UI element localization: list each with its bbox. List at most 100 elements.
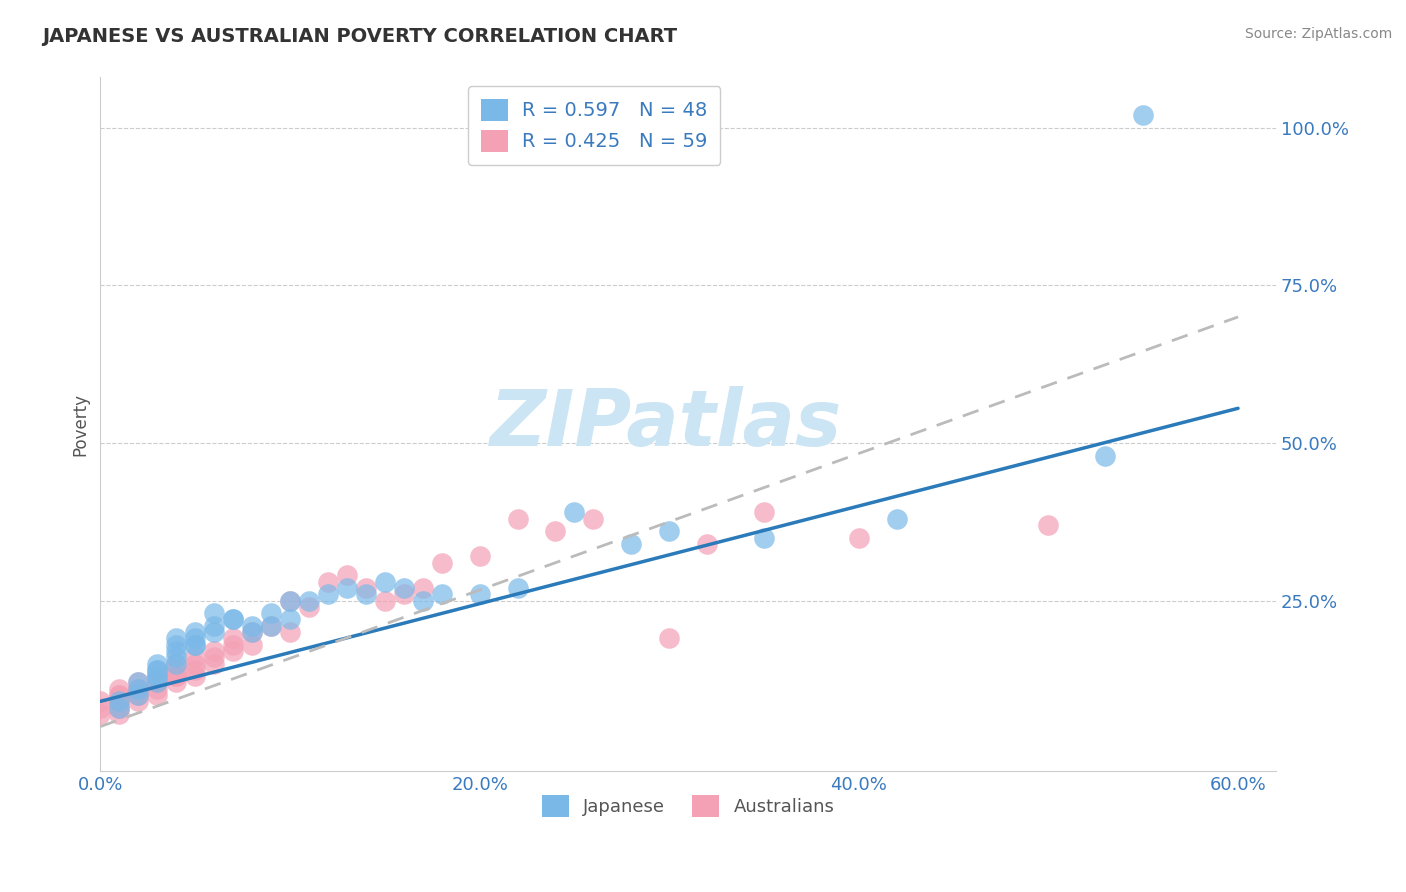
Point [260,606,283,620]
Point [1094,449,1116,463]
Point [108,694,131,708]
Point [506,511,529,525]
Point [165,657,187,671]
Point [412,581,434,595]
Point [127,681,149,696]
Point [278,625,301,640]
Point [222,612,245,626]
Point [430,556,453,570]
Point [222,632,245,646]
Point [184,669,207,683]
Point [886,511,908,525]
Point [354,587,377,601]
Point [184,632,207,646]
Point [146,669,169,683]
Point [165,669,187,683]
Point [146,669,169,683]
Point [165,644,187,658]
Point [202,657,225,671]
Point [146,675,169,690]
Point [108,681,131,696]
Text: ZIPatlas: ZIPatlas [488,386,841,462]
Point [222,612,245,626]
Point [108,688,131,702]
Point [146,688,169,702]
Point [146,675,169,690]
Point [240,619,263,633]
Point [544,524,567,539]
Point [620,537,643,551]
Point [108,688,131,702]
Point [108,706,131,721]
Point [202,606,225,620]
Point [127,688,149,702]
Point [146,681,169,696]
Point [1132,108,1154,122]
Point [165,650,187,665]
Point [202,650,225,665]
Point [184,650,207,665]
Point [278,593,301,607]
Point [202,644,225,658]
Point [202,625,225,640]
Point [240,625,263,640]
Text: Source: ZipAtlas.com: Source: ZipAtlas.com [1244,27,1392,41]
Point [184,638,207,652]
Point [108,694,131,708]
Point [696,537,718,551]
Point [165,632,187,646]
Y-axis label: Poverty: Poverty [72,392,89,456]
Point [354,581,377,595]
Point [89,706,111,721]
Point [506,581,529,595]
Point [278,593,301,607]
Point [165,657,187,671]
Point [1038,517,1060,532]
Point [127,681,149,696]
Point [165,675,187,690]
Point [316,587,339,601]
Point [184,657,207,671]
Point [430,587,453,601]
Point [336,581,359,595]
Point [298,599,321,614]
Point [146,663,169,677]
Point [165,663,187,677]
Point [108,700,131,714]
Point [658,632,681,646]
Point [752,505,775,519]
Legend: Japanese, Australians: Japanese, Australians [534,788,842,824]
Point [848,531,870,545]
Point [165,638,187,652]
Point [127,681,149,696]
Point [127,675,149,690]
Point [165,669,187,683]
Point [564,505,586,519]
Point [240,625,263,640]
Point [89,694,111,708]
Point [146,657,169,671]
Point [184,638,207,652]
Point [202,619,225,633]
Point [146,675,169,690]
Point [108,694,131,708]
Text: JAPANESE VS AUSTRALIAN POVERTY CORRELATION CHART: JAPANESE VS AUSTRALIAN POVERTY CORRELATI… [42,27,678,45]
Point [146,663,169,677]
Point [222,638,245,652]
Point [392,587,415,601]
Point [260,619,283,633]
Point [108,700,131,714]
Point [468,549,491,564]
Point [146,669,169,683]
Point [658,524,681,539]
Point [89,700,111,714]
Point [412,593,434,607]
Point [392,581,415,595]
Point [336,568,359,582]
Point [184,663,207,677]
Point [298,593,321,607]
Point [127,694,149,708]
Point [278,612,301,626]
Point [127,675,149,690]
Point [127,688,149,702]
